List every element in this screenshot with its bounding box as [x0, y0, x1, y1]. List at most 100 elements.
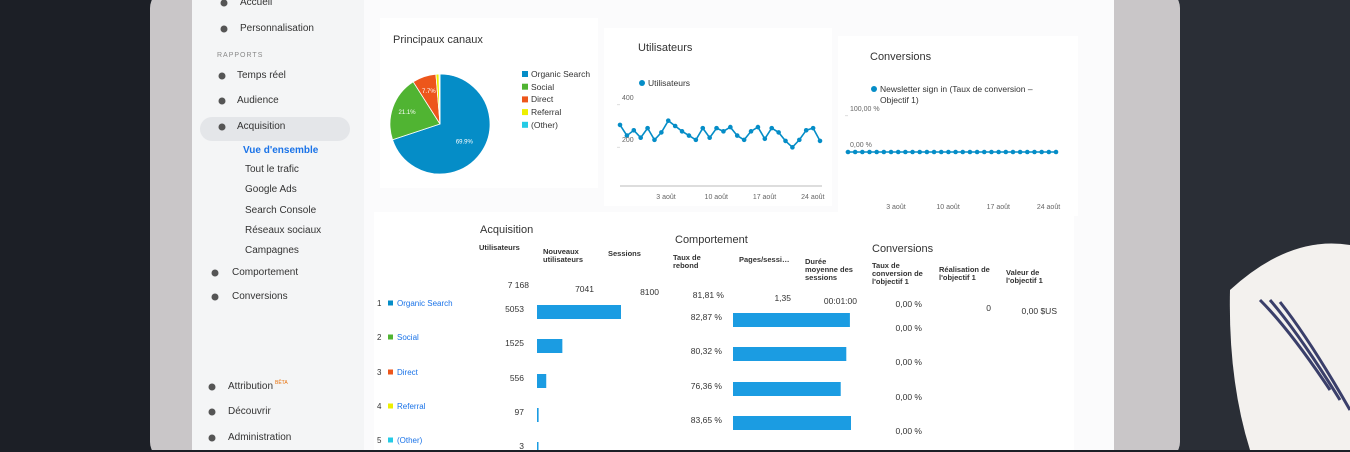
group-title: Conversions	[872, 243, 934, 255]
point	[659, 130, 664, 135]
menu-item[interactable]: Conversions	[232, 291, 288, 302]
point	[860, 149, 865, 155]
menu-icon	[220, 0, 228, 7]
menu-icon	[211, 293, 219, 301]
point	[960, 149, 966, 155]
point	[910, 149, 915, 155]
menu-item[interactable]: Search Console	[245, 205, 317, 216]
point	[974, 149, 980, 155]
channel-link[interactable]: (Other)	[397, 436, 423, 445]
point	[803, 127, 809, 133]
users-cell: 556	[509, 373, 524, 383]
card-title: Utilisateurs	[638, 42, 693, 54]
column-header: Taux de conversion de l'objectif 1	[872, 261, 923, 286]
point	[938, 149, 944, 155]
users-bar	[537, 305, 621, 319]
menu-item[interactable]: Réseaux sociaux	[245, 225, 322, 236]
total-cell: 0	[986, 303, 991, 313]
menu-item[interactable]: Acquisition	[237, 121, 286, 132]
menu-item[interactable]: Attribution	[228, 381, 274, 392]
point	[638, 135, 643, 141]
menu-item[interactable]: Temps réel	[237, 70, 286, 81]
point	[1003, 149, 1009, 155]
menu-item-active[interactable]: Vue d'ensemble	[243, 145, 319, 156]
point	[679, 129, 685, 134]
legend-label: Organic Search	[531, 69, 591, 79]
column-header: Réalisation de l'objectif 1	[939, 265, 990, 282]
point	[917, 149, 923, 155]
point	[845, 149, 851, 155]
channel-link[interactable]: Direct	[397, 368, 418, 377]
menu-icon	[220, 25, 228, 33]
point	[1025, 149, 1030, 155]
menu-item[interactable]: Audience	[237, 95, 279, 106]
x-tick-label: 10 août	[936, 204, 960, 211]
menu-icon	[208, 383, 216, 391]
conversion-cell: 0,00 %	[895, 426, 922, 436]
conversion-cell: 0,00 %	[895, 392, 922, 402]
menu-item[interactable]: Administration	[228, 432, 292, 443]
mug	[1229, 243, 1350, 450]
pie-slice	[438, 73, 441, 125]
users-bar	[537, 339, 563, 353]
point	[852, 149, 858, 155]
total-cell: 81,81 %	[692, 290, 724, 300]
pie-slice	[389, 81, 441, 141]
pie-slice	[392, 73, 491, 175]
menu-item[interactable]: Découvrir	[228, 406, 271, 417]
menu-item[interactable]: Personnalisation	[240, 23, 314, 34]
bounce-bar	[733, 313, 850, 327]
y-tick-label: 400	[622, 94, 634, 102]
column-header: Pages/sessi…	[739, 255, 790, 264]
point	[728, 124, 733, 130]
legend-dot	[871, 86, 877, 92]
point	[734, 133, 740, 138]
rank: 4	[377, 402, 382, 411]
point	[776, 130, 781, 135]
column-header: Valeur de l'objectif 1	[1006, 268, 1043, 285]
channel-swatch	[388, 334, 393, 340]
menu-icon	[208, 408, 216, 416]
point	[645, 125, 650, 131]
point	[769, 125, 775, 131]
x-tick-label: 17 août	[986, 204, 1010, 211]
users-cell: 5053	[505, 304, 524, 314]
channel-swatch	[388, 403, 393, 409]
point	[686, 133, 692, 138]
total-cell: 7041	[575, 284, 594, 294]
point	[989, 149, 994, 155]
point	[1017, 149, 1023, 155]
column-header: Durée moyenne des sessions	[805, 257, 853, 282]
bounce-cell: 82,87 %	[690, 312, 722, 322]
y-tick-label: 0,00 %	[850, 142, 872, 149]
menu-item[interactable]: Accueil	[240, 0, 273, 8]
point	[996, 149, 1001, 155]
badge: BÊTA	[275, 380, 288, 386]
point	[714, 125, 719, 131]
point	[741, 137, 747, 143]
card	[838, 36, 1078, 216]
channel-link[interactable]: Referral	[397, 402, 426, 411]
group-title: Acquisition	[480, 224, 534, 236]
channel-link[interactable]: Social	[397, 333, 419, 342]
legend-dot	[639, 80, 645, 86]
card	[604, 28, 832, 206]
point	[721, 129, 726, 134]
x-tick-label: 10 août	[704, 194, 728, 201]
rank: 2	[377, 333, 382, 342]
menu-item[interactable]: Campagnes	[245, 245, 299, 256]
menu-item[interactable]: Google Ads	[245, 184, 297, 195]
channel-link[interactable]: Organic Search	[397, 299, 453, 308]
menu-item[interactable]: Tout le trafic	[245, 164, 299, 175]
legend-swatch	[522, 109, 528, 116]
point	[1053, 149, 1059, 155]
slice-label: 7.7%	[422, 89, 436, 95]
bounce-bar	[733, 416, 851, 430]
menu-item[interactable]: Comportement	[232, 267, 299, 278]
column-header: Taux de rebond	[673, 253, 701, 270]
content: 69.9% 21.1% 7.7%	[208, 0, 1059, 450]
column-header: Sessions	[608, 249, 641, 258]
point	[707, 135, 712, 141]
total-cell: 00:01:00	[823, 296, 857, 306]
legend-label: Utilisateurs	[648, 78, 691, 88]
